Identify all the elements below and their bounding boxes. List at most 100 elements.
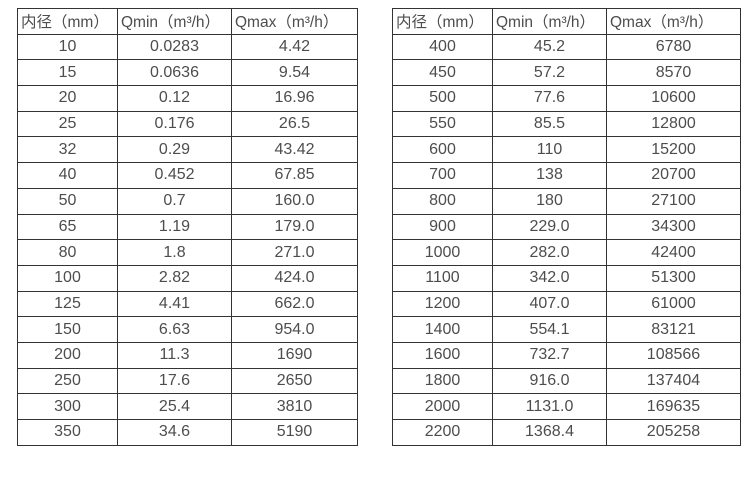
header-qmax: Qmax（m³/h） <box>606 8 741 35</box>
table-cell: 1.19 <box>117 213 232 241</box>
table-cell: 6780 <box>606 33 741 61</box>
table-cell: 100 <box>17 264 118 292</box>
table-row: 15 0.0636 9.54 <box>17 59 358 87</box>
table-cell: 61000 <box>606 290 741 318</box>
table-cell: 2.82 <box>117 264 232 292</box>
table-row: 25 0.176 26.5 <box>17 110 358 138</box>
table-row: 800 180 27100 <box>392 187 741 215</box>
table-cell: 27100 <box>606 187 741 215</box>
table-cell: 0.0283 <box>117 33 232 61</box>
table-cell: 40 <box>17 162 118 189</box>
table-cell: 80 <box>17 239 118 266</box>
table-row: 20 0.12 16.96 <box>17 85 358 112</box>
table-cell: 125 <box>17 290 118 318</box>
table-cell: 0.29 <box>117 136 232 164</box>
table-cell: 34300 <box>606 213 741 241</box>
table-cell: 1200 <box>392 290 493 318</box>
table-cell: 85.5 <box>492 110 607 138</box>
table-cell: 732.7 <box>492 341 607 369</box>
table-cell: 350 <box>17 419 118 446</box>
table-row: 125 4.41 662.0 <box>17 290 358 318</box>
table-row: 100 2.82 424.0 <box>17 264 358 292</box>
table-cell: 8570 <box>606 59 741 87</box>
table-row: 2200 1368.4 205258 <box>392 419 741 446</box>
table-row: 250 17.6 2650 <box>17 367 358 395</box>
table-cell: 12800 <box>606 110 741 138</box>
table-cell: 1800 <box>392 367 493 395</box>
table-cell: 1000 <box>392 239 493 266</box>
header-qmin: Qmin（m³/h） <box>492 8 607 35</box>
table-cell: 250 <box>17 367 118 395</box>
table-cell: 2650 <box>231 367 358 395</box>
table-cell: 916.0 <box>492 367 607 395</box>
table-cell: 200 <box>17 341 118 369</box>
table-cell: 600 <box>392 136 493 164</box>
table-cell: 83121 <box>606 316 741 343</box>
table-cell: 110 <box>492 136 607 164</box>
table-row: 1400 554.1 83121 <box>392 316 741 343</box>
table-cell: 550 <box>392 110 493 138</box>
table-row: 450 57.2 8570 <box>392 59 741 87</box>
table-cell: 138 <box>492 162 607 189</box>
table-cell: 10600 <box>606 85 741 112</box>
table-cell: 0.7 <box>117 187 232 215</box>
table-row: 300 25.4 3810 <box>17 393 358 420</box>
table-cell: 1131.0 <box>492 393 607 420</box>
table-cell: 3810 <box>231 393 358 420</box>
table-cell: 65 <box>17 213 118 241</box>
table-cell: 25.4 <box>117 393 232 420</box>
table-cell: 2000 <box>392 393 493 420</box>
table-row: 32 0.29 43.42 <box>17 136 358 164</box>
header-qmin: Qmin（m³/h） <box>117 8 232 35</box>
header-diameter: 内径（mm） <box>392 8 493 35</box>
table-cell: 43.42 <box>231 136 358 164</box>
table-cell: 160.0 <box>231 187 358 215</box>
table-cell: 25 <box>17 110 118 138</box>
table-cell: 271.0 <box>231 239 358 266</box>
table-row: 200 11.3 1690 <box>17 341 358 369</box>
table-cell: 108566 <box>606 341 741 369</box>
table-row: 550 85.5 12800 <box>392 110 741 138</box>
table-cell: 1.8 <box>117 239 232 266</box>
table-cell: 57.2 <box>492 59 607 87</box>
table-header-row: 内径（mm） Qmin（m³/h） Qmax（m³/h） <box>17 8 358 35</box>
table-row: 600 110 15200 <box>392 136 741 164</box>
table-cell: 1368.4 <box>492 419 607 446</box>
table-cell: 300 <box>17 393 118 420</box>
table-cell: 34.6 <box>117 419 232 446</box>
table-cell: 662.0 <box>231 290 358 318</box>
flow-rate-tables-container: 内径（mm） Qmin（m³/h） Qmax（m³/h） 10 0.0283 4.4… <box>17 8 741 446</box>
table-row: 400 45.2 6780 <box>392 33 741 61</box>
table-cell: 0.176 <box>117 110 232 138</box>
table-row: 65 1.19 179.0 <box>17 213 358 241</box>
table-cell: 137404 <box>606 367 741 395</box>
table-row: 10 0.0283 4.42 <box>17 33 358 61</box>
table-row: 1100 342.0 51300 <box>392 264 741 292</box>
table-cell: 282.0 <box>492 239 607 266</box>
table-cell: 800 <box>392 187 493 215</box>
table-cell: 67.85 <box>231 162 358 189</box>
table-cell: 400 <box>392 33 493 61</box>
header-qmax: Qmax（m³/h） <box>231 8 358 35</box>
table-cell: 9.54 <box>231 59 358 87</box>
table-cell: 45.2 <box>492 33 607 61</box>
flow-rate-table-large-diameters: 内径（mm） Qmin（m³/h） Qmax（m³/h） 400 45.2 6780… <box>392 8 741 446</box>
table-cell: 205258 <box>606 419 741 446</box>
table-cell: 2200 <box>392 419 493 446</box>
table-cell: 180 <box>492 187 607 215</box>
table-cell: 0.452 <box>117 162 232 189</box>
table-cell: 342.0 <box>492 264 607 292</box>
table-cell: 4.41 <box>117 290 232 318</box>
table-cell: 954.0 <box>231 316 358 343</box>
table-cell: 0.12 <box>117 85 232 112</box>
table-cell: 424.0 <box>231 264 358 292</box>
table-cell: 229.0 <box>492 213 607 241</box>
table-cell: 20 <box>17 85 118 112</box>
table-cell: 6.63 <box>117 316 232 343</box>
table-cell: 1400 <box>392 316 493 343</box>
table-cell: 15 <box>17 59 118 87</box>
table-cell: 150 <box>17 316 118 343</box>
table-row: 1000 282.0 42400 <box>392 239 741 266</box>
table-row: 80 1.8 271.0 <box>17 239 358 266</box>
table-cell: 16.96 <box>231 85 358 112</box>
